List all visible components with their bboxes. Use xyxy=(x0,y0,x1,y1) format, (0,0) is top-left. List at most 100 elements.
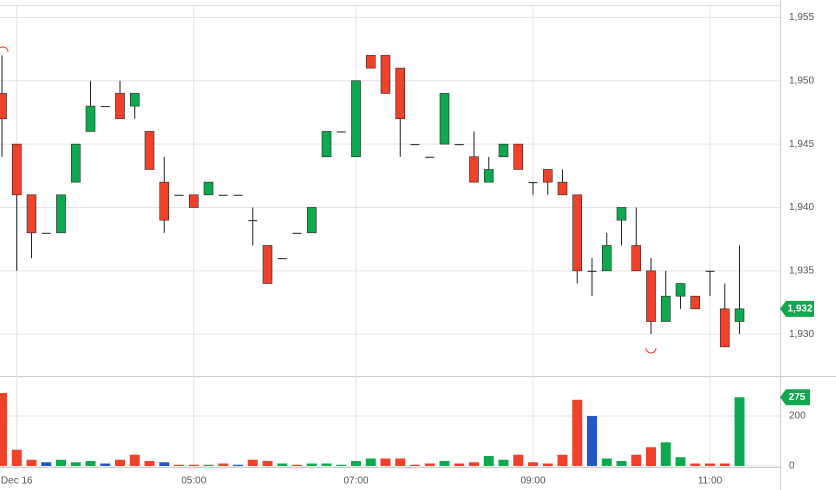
candle-body xyxy=(11,143,22,196)
candle-body xyxy=(631,245,642,272)
candle-body xyxy=(41,232,51,234)
x-tick-label: Dec 16 xyxy=(1,476,33,487)
candle-body xyxy=(660,295,671,322)
y-tick-label: 1,945 xyxy=(789,139,814,150)
volume-bar xyxy=(690,463,701,466)
candle-body xyxy=(439,93,450,145)
candle-body xyxy=(248,220,258,222)
volume-bar xyxy=(572,399,583,466)
candle-body xyxy=(115,93,125,120)
last-volume-tag xyxy=(780,389,810,406)
volume-bar xyxy=(41,462,52,466)
volume-bar xyxy=(292,464,302,466)
volume-bar xyxy=(631,454,642,466)
candle-body xyxy=(675,283,686,297)
candle-body xyxy=(144,131,155,170)
volume-bar xyxy=(542,463,553,466)
volume-bar xyxy=(100,463,111,466)
candle-body xyxy=(587,270,597,272)
volume-bar xyxy=(11,449,22,466)
candle-body xyxy=(70,143,81,183)
candle-body xyxy=(498,143,509,158)
volume-bar xyxy=(115,459,125,466)
volume-bar xyxy=(439,461,450,466)
volume-bar xyxy=(203,464,214,466)
volume-bar xyxy=(144,461,155,466)
x-tick-label: 07:00 xyxy=(343,476,368,487)
volume-bar xyxy=(498,459,509,466)
volume-bar xyxy=(247,459,258,466)
candle-body xyxy=(26,194,37,234)
volume-bar xyxy=(675,457,686,466)
last-volume-label: 275 xyxy=(789,392,806,403)
candle-body xyxy=(469,156,479,183)
volume-bar xyxy=(616,461,627,466)
candle-body xyxy=(410,144,420,146)
volume-bar xyxy=(26,459,37,466)
volume-bar xyxy=(528,462,538,466)
candle-body xyxy=(56,194,66,234)
candle-body xyxy=(129,93,140,107)
y-tick-label: 1,955 xyxy=(789,12,814,23)
candle-body xyxy=(646,270,656,322)
volume-bar xyxy=(395,458,406,466)
candle-body xyxy=(292,232,302,234)
volume-bar xyxy=(262,461,273,466)
volume-bar xyxy=(365,458,376,466)
volume-bar xyxy=(233,464,243,466)
candle-body xyxy=(719,308,730,348)
volume-bar xyxy=(336,464,347,466)
candle-body xyxy=(262,245,273,284)
volume-bar xyxy=(321,463,332,466)
candle-body xyxy=(365,55,376,69)
volume-bar xyxy=(306,463,317,466)
volume-bar xyxy=(719,463,730,466)
volume-bar xyxy=(513,454,524,466)
x-tick-label: 09:00 xyxy=(520,476,545,487)
volume-bar xyxy=(734,397,745,466)
last-value-tag xyxy=(780,300,814,317)
candle-body xyxy=(218,194,228,196)
volume-bar xyxy=(469,462,479,466)
candle-body xyxy=(513,143,524,170)
y-tick-label: 1,930 xyxy=(789,329,814,340)
candle-body xyxy=(557,181,568,196)
y-tick-label: 1,940 xyxy=(789,202,814,213)
candle-body xyxy=(528,182,538,184)
volume-bar xyxy=(129,454,140,466)
candle-body xyxy=(395,67,406,120)
volume-bar xyxy=(557,454,568,466)
candle-body xyxy=(572,194,583,272)
volume-bar xyxy=(380,458,391,466)
candle-body xyxy=(203,181,214,196)
high-marker xyxy=(0,46,9,53)
candle-body xyxy=(159,181,170,221)
x-tick-label: 11:00 xyxy=(698,476,723,487)
volume-bar xyxy=(646,447,656,466)
volume-bar xyxy=(410,464,420,466)
volume-bar xyxy=(454,463,465,466)
candle-body xyxy=(483,169,494,183)
volume-bar xyxy=(85,461,96,466)
candle-body xyxy=(705,270,715,272)
last-value-label: 1,932 xyxy=(787,303,812,314)
volume-bar xyxy=(424,463,435,466)
candle-body xyxy=(277,258,287,260)
volume-bar xyxy=(351,461,361,466)
candle-body xyxy=(542,169,553,183)
candle-body xyxy=(306,207,317,234)
volume-bar xyxy=(218,463,229,466)
y-tick-label: 200 xyxy=(789,411,806,422)
candle-body xyxy=(616,207,627,221)
volume-bar xyxy=(56,459,66,466)
y-tick-label: 1,935 xyxy=(789,265,814,276)
candle-body xyxy=(425,156,435,158)
volume-bar xyxy=(601,458,612,466)
candle-body xyxy=(351,80,361,158)
x-tick-label: 05:00 xyxy=(181,476,206,487)
volume-bar xyxy=(174,464,184,466)
candle-body xyxy=(0,93,7,120)
candle-body xyxy=(174,194,184,196)
candle-body xyxy=(601,245,612,272)
